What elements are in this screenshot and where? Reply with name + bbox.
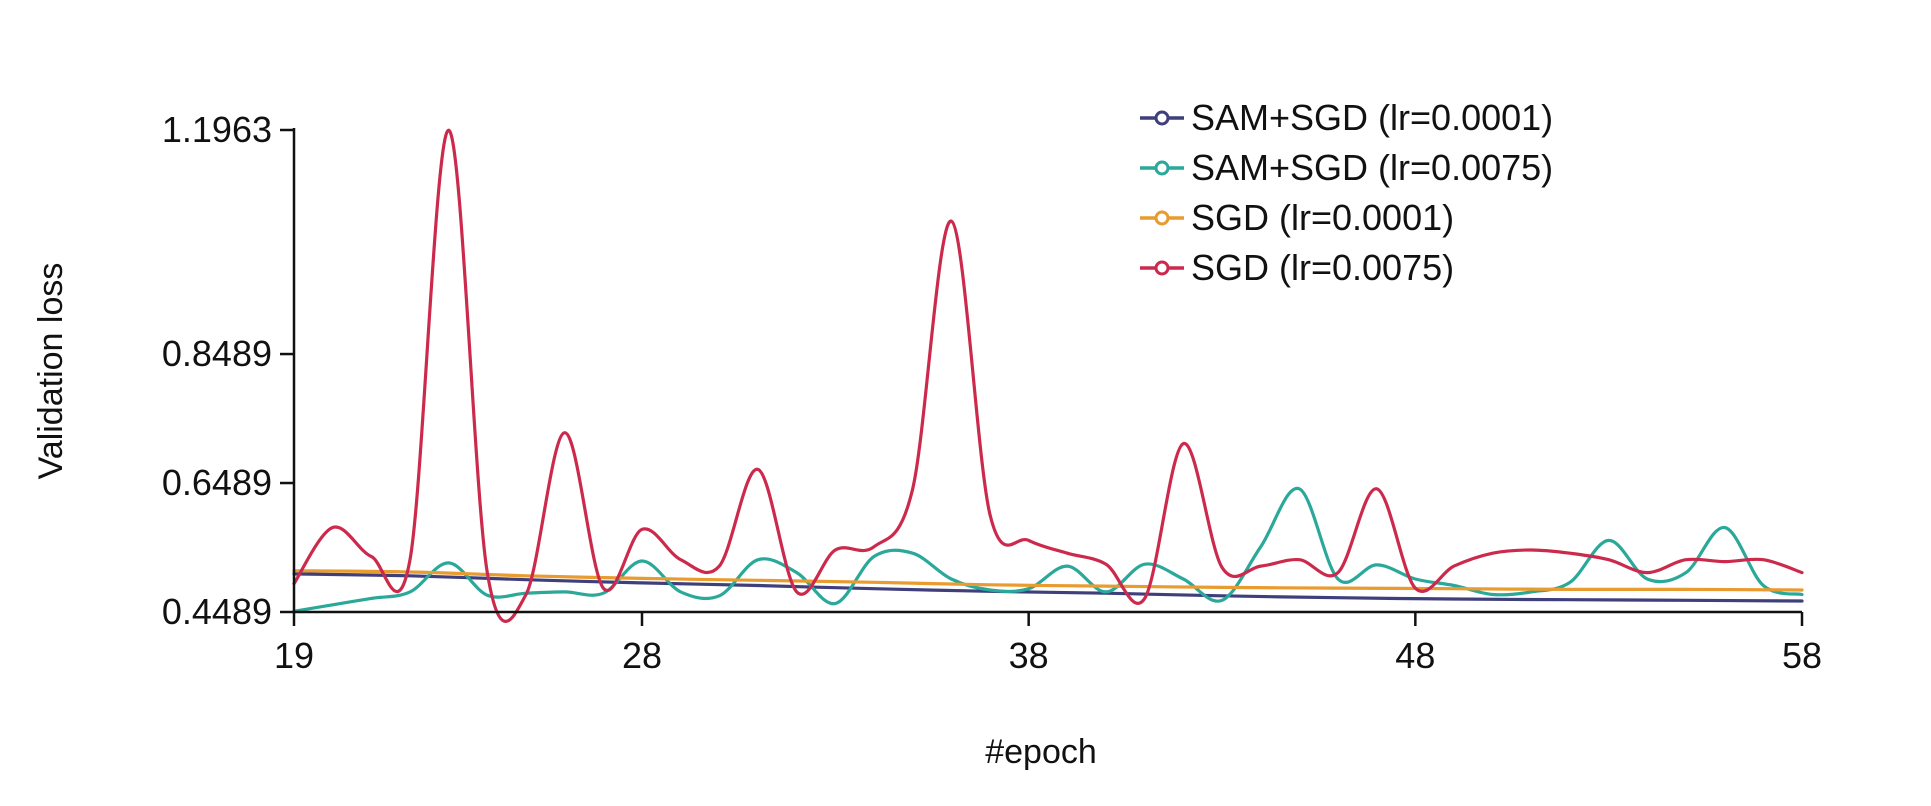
- x-tick-label: 19: [274, 635, 314, 676]
- x-axis-title: #epoch: [985, 733, 1097, 771]
- legend-marker: [1154, 160, 1170, 176]
- y-tick-label: 0.6489: [162, 462, 272, 503]
- legend-label: SAM+SGD (lr=0.0075): [1191, 147, 1553, 188]
- x-tick-label: 28: [622, 635, 662, 676]
- y-ticks: 0.4489 0.6489 0.8489 1.1963: [162, 109, 294, 632]
- series-line-1: [292, 572, 1804, 603]
- y-axis-title: Validation loss: [32, 263, 70, 480]
- x-ticks: 19 28 38 48 58: [274, 612, 1822, 676]
- legend-marker: [1154, 210, 1170, 226]
- axes: 0.4489 0.6489 0.8489 1.1963 19 28 38 48 58: [162, 109, 1822, 676]
- legend-label: SGD (lr=0.0001): [1191, 197, 1454, 238]
- series-line-3: [292, 569, 1804, 592]
- legend: SAM+SGD (lr=0.0001) SAM+SGD (lr=0.0075) SG…: [1140, 97, 1553, 288]
- legend-item: SAM+SGD (lr=0.0075): [1140, 147, 1553, 188]
- y-tick-label: 0.8489: [162, 333, 272, 374]
- legend-marker: [1154, 260, 1170, 276]
- legend-marker: [1154, 110, 1170, 126]
- legend-item: SGD (lr=0.0075): [1140, 247, 1454, 288]
- x-tick-label: 38: [1009, 635, 1049, 676]
- x-tick-label: 58: [1782, 635, 1822, 676]
- legend-label: SAM+SGD (lr=0.0001): [1191, 97, 1553, 138]
- x-tick-label: 48: [1395, 635, 1435, 676]
- legend-label: SGD (lr=0.0075): [1191, 247, 1454, 288]
- y-tick-label: 0.4489: [162, 591, 272, 632]
- legend-item: SGD (lr=0.0001): [1140, 197, 1454, 238]
- series-line-4: [292, 128, 1804, 623]
- legend-item: SAM+SGD (lr=0.0001): [1140, 97, 1553, 138]
- plot-lines: [292, 128, 1804, 623]
- y-tick-label: 1.1963: [162, 109, 272, 150]
